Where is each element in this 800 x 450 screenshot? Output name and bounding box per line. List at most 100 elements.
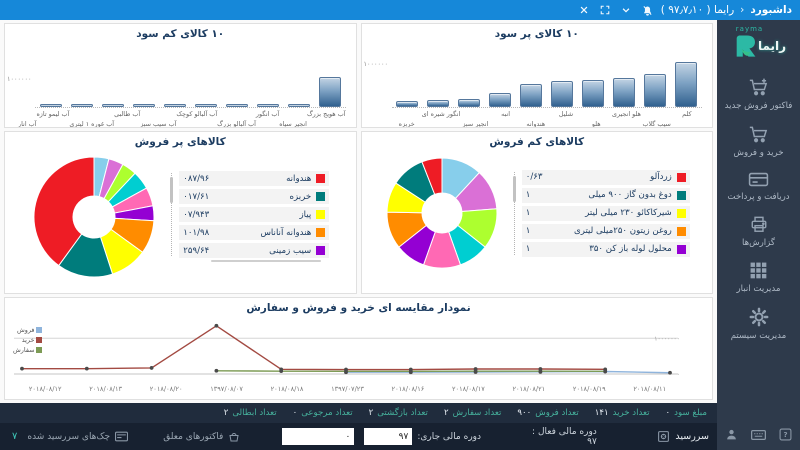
current-fiscal-period-label: دوره مالی جاری: [417,431,482,442]
legend-value: ۲۵۹/۶۴ [183,245,210,256]
sidebar-item-new-sale-invoice[interactable]: فاکتور فروش جدید [717,71,800,118]
line-legend-item: سفارش [13,346,43,354]
data-point [473,369,478,374]
bar-label: آب هویج بزرگ [306,110,346,118]
legend-value: ۱ [525,226,531,236]
bar-label: آب لیمو تازه [36,110,70,118]
stat-label: مبلغ سود [674,408,707,418]
line-legend-item: خرید [13,336,43,344]
sidebar: rayma رایما فاکتور فروش جدید خرید و فروش د… [717,20,800,450]
bar [287,104,310,107]
sidebar-item-reports[interactable]: گزارش‌ها [717,209,800,255]
data-point [538,369,543,374]
sidebar-item-label: گزارش‌ها [742,238,776,248]
legend-name: شیرکاکائو ۲۳۰ میلی لیتر [585,208,672,218]
logo-latin-text: rayma [735,25,764,33]
sidebar-footer: ? [717,420,800,450]
bar-cell [128,104,159,107]
legend-name: پیاز [299,209,312,220]
legend-swatch [676,208,686,218]
bar-cell [66,104,97,107]
stat-value: ۰ [665,408,671,418]
legend-name: دوغ بدون گاز ۹۰۰ میلی [588,190,672,200]
due-checks-label: چک‌های سررسید شده [27,431,111,442]
sidebar-item-receive-and-pay[interactable]: دریافت و پرداخت [717,165,800,209]
stat-item: تعداد سفارش ۲ [444,408,501,418]
stat-value: ۹۰۰ [517,408,532,418]
notifications-muted-icon[interactable] [640,3,655,17]
sidebar-menu: فاکتور فروش جدید خرید و فروش دریافت و پردا… [717,63,800,420]
y-axis-value-label: ۱۰۰۰۰۰۰ [7,75,32,83]
bar-label: انبه [501,110,511,118]
data-point [214,323,219,328]
bar-cell [159,104,190,107]
legend-name: هندوانه [286,173,312,184]
chart-panel-low-profit-products: ۱۰ کالای کم سود آب هویج بزرگ انجیر سیاه آب… [4,23,357,128]
legend-name: محلول لوله باز کن ۳۵۰ [589,244,672,254]
chart-title: کالاهای کم فروش [489,136,585,148]
legend-row: خربزه ۰۱۷/۶۱ [179,189,330,204]
bar [675,62,698,107]
stat-label: تعداد فروش [535,408,579,418]
stat-label: تعداد سفارش [452,408,502,418]
bar-cell [392,101,423,107]
close-icon[interactable] [577,3,592,17]
line-legend-item: فروش [13,326,43,334]
chart-title: ۱۰ کالای کم سود [136,28,225,40]
user-icon[interactable] [725,428,738,441]
bar-label: آب طالبی [114,110,141,118]
basket-icon [228,431,240,443]
cart-plus-icon [748,77,770,97]
legend-name: هندوانه آناناس [260,227,312,238]
check-card-icon [115,431,129,442]
expand-icon[interactable] [598,3,613,17]
pending-invoices-button[interactable]: فاکتورهای معلق [163,431,240,443]
bar [194,104,217,107]
line-series-فروش [346,370,671,374]
legend-value: ۰۱۷/۶۱ [183,191,210,202]
stat-label: تعداد ابطالی [232,408,277,418]
bar-cell [609,78,640,107]
app-logo: rayma رایما [731,20,786,63]
deadline-button[interactable]: سررسید [657,430,709,443]
bar-labels: کلم سیب گلاب هلو انجیری هلو شلیل هندوانه انبه ا… [392,108,703,127]
current-fiscal-period-input[interactable] [364,428,413,445]
bar [70,104,93,107]
chevron-down-icon[interactable] [619,3,634,17]
legend-swatch [676,226,686,236]
keyboard-icon[interactable] [751,429,766,441]
bar-label: هلو [591,120,601,128]
sidebar-item-system-management[interactable]: مدیریت سیستم [717,301,800,348]
printer-icon [749,215,769,234]
sidebar-item-buy-and-sell[interactable]: خرید و فروش [717,118,800,165]
legend-value: ۱ [525,190,531,200]
bar [520,84,543,107]
data-point [20,366,24,371]
bar-cell [190,104,221,107]
bar [256,104,279,107]
counter-input[interactable] [282,428,355,445]
bar [225,104,248,107]
bar-cell [283,104,314,107]
sidebar-item-warehouse-management[interactable]: مدیریت انبار [717,255,800,301]
legend-row: پیاز ۰۷/۹۴۳ [179,207,330,222]
bar-label: آب آلبالو بزرگ [217,120,256,128]
bar [132,104,155,107]
data-point [344,369,348,374]
chart-title: کالاهای پر فروش [134,136,226,148]
legend-swatch [316,246,326,255]
y-axis-value-label: ۰ [677,371,680,378]
data-point [84,366,89,371]
stats-bar: مبلغ سود ۰ تعداد خرید ۱۴۱ تعداد فروش ۹۰۰ تعداد… [0,403,717,423]
stat-label: تعداد خرید [612,408,650,418]
legend-row: سیب زمینی ۲۵۹/۶۴ [179,243,330,258]
data-point [408,369,413,374]
due-checks-button[interactable]: چک‌های سررسید شده [27,431,129,442]
legend-horizontal-scrollbar[interactable] [171,260,329,263]
bar [163,104,186,107]
help-icon[interactable]: ? [779,428,792,441]
legend-vertical-scrollbar[interactable] [512,171,517,255]
data-point [603,369,608,374]
legend-vertical-scrollbar[interactable] [170,173,174,256]
y-axis-value-label: ۱۰۰۰۰۰۰۰ [654,335,680,342]
